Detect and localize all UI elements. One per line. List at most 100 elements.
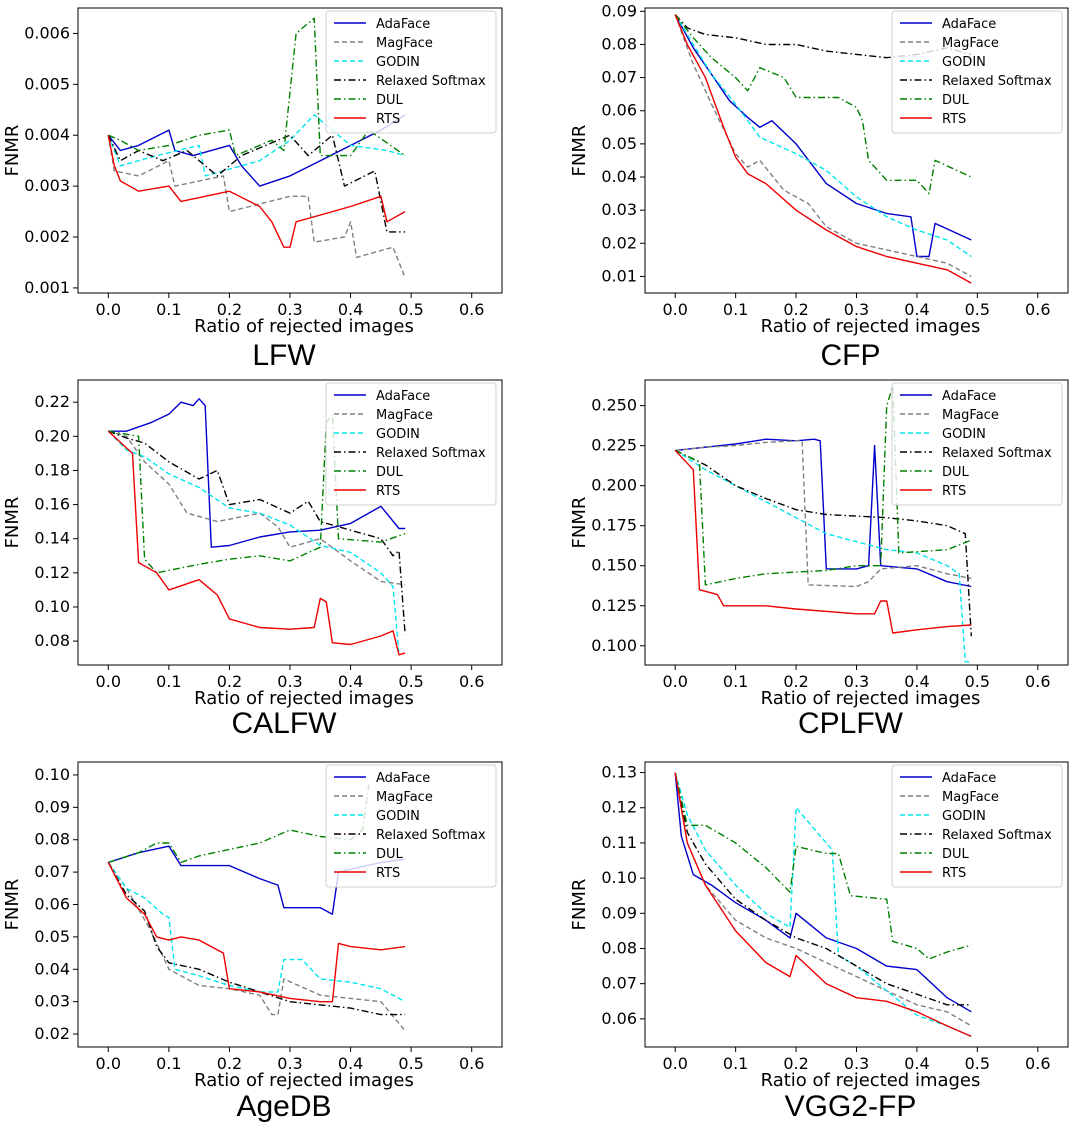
legend-label-magface: MagFace xyxy=(376,408,433,423)
legend-label-dul: DUL xyxy=(376,93,404,108)
x-tick-label: 0.0 xyxy=(662,672,687,691)
y-tick-label: 0.11 xyxy=(601,833,637,852)
y-tick-label: 0.09 xyxy=(601,1,637,20)
y-tick-label: 0.10 xyxy=(34,765,70,784)
y-tick-label: 0.150 xyxy=(591,556,637,575)
legend-label-godin: GODIN xyxy=(376,809,420,824)
x-tick-label: 0.3 xyxy=(844,672,869,691)
legend-label-adaface: AdaFace xyxy=(376,771,430,786)
series-line-godin xyxy=(107,430,400,655)
legend-label-magface: MagFace xyxy=(376,36,433,51)
series-line-adaface xyxy=(674,772,972,1013)
x-axis-label: Ratio of rejected images xyxy=(761,1070,981,1091)
x-axis-label: Ratio of rejected images xyxy=(194,1070,414,1091)
series-group xyxy=(674,772,972,1038)
legend-label-adaface: AdaFace xyxy=(376,389,430,404)
series-group xyxy=(107,398,406,656)
y-tick-label: 0.175 xyxy=(591,516,637,535)
y-tick-label: 0.07 xyxy=(601,974,637,993)
x-tick-label: 0.6 xyxy=(459,300,484,319)
y-tick-label: 0.004 xyxy=(24,125,70,144)
legend: AdaFace MagFace GODIN Relaxed Softmax DUL RTS xyxy=(891,10,1063,134)
series-line-rts xyxy=(674,449,972,634)
x-tick-label: 0.6 xyxy=(1025,1054,1050,1073)
x-tick-label: 0.0 xyxy=(96,672,121,691)
chart-cfp: 0.0 0.1 0.2 0.3 0.4 0.5 0.6 0.01 0.02 0.03 0.04 0.0… xyxy=(569,1,1069,372)
x-tick-label: 0.3 xyxy=(277,1054,302,1073)
series-line-magface xyxy=(674,772,972,1027)
x-tick-label: 0.0 xyxy=(96,1054,121,1073)
y-tick-label: 0.10 xyxy=(601,868,637,887)
legend-label-godin: GODIN xyxy=(376,427,420,442)
x-tick-label: 0.1 xyxy=(723,300,748,319)
series-line-adaface xyxy=(674,14,972,258)
legend-label-relaxed-softmax: Relaxed Softmax xyxy=(942,446,1052,461)
legend-box xyxy=(325,382,497,506)
legend-label-dul: DUL xyxy=(376,465,404,480)
y-tick-label: 0.22 xyxy=(34,392,70,411)
dataset-title: VGG2-FP xyxy=(785,1090,917,1123)
x-tick-label: 0.5 xyxy=(398,672,423,691)
y-tick-label: 0.12 xyxy=(601,798,637,817)
series-line-adaface xyxy=(675,438,972,588)
legend-box xyxy=(325,10,497,134)
legend-label-adaface: AdaFace xyxy=(942,771,996,786)
x-tick-label: 0.4 xyxy=(338,672,363,691)
x-tick-label: 0.5 xyxy=(965,1054,990,1073)
series-line-godin xyxy=(107,861,406,1003)
y-axis-label: FNMR xyxy=(2,125,23,177)
legend-label-rts: RTS xyxy=(942,112,966,127)
legend-label-relaxed-softmax: Relaxed Softmax xyxy=(376,74,486,89)
legend-label-godin: GODIN xyxy=(376,55,420,70)
series-line-relaxed-softmax xyxy=(107,862,406,1016)
series-line-godin xyxy=(674,449,972,663)
legend: AdaFace MagFace GODIN Relaxed Softmax DUL RTS xyxy=(891,764,1063,888)
dataset-title: CPLFW xyxy=(798,707,904,740)
legend-label-dul: DUL xyxy=(942,847,970,862)
y-tick-label: 0.100 xyxy=(591,636,637,655)
y-tick-label: 0.003 xyxy=(24,176,70,195)
y-tick-label: 0.13 xyxy=(601,763,637,782)
y-axis-label: FNMR xyxy=(569,497,590,549)
x-tick-label: 0.0 xyxy=(662,300,687,319)
legend-label-godin: GODIN xyxy=(942,427,986,442)
x-tick-label: 0.6 xyxy=(1025,672,1050,691)
chart-vgg2-fp: 0.0 0.1 0.2 0.3 0.4 0.5 0.6 0.06 0.07 0.08 0.09 0.1… xyxy=(569,761,1069,1123)
series-line-relaxed-softmax xyxy=(674,449,972,637)
x-axis-label: Ratio of rejected images xyxy=(761,316,981,337)
y-tick-label: 0.05 xyxy=(34,927,70,946)
x-tick-label: 0.5 xyxy=(398,1054,423,1073)
legend-label-relaxed-softmax: Relaxed Softmax xyxy=(942,74,1052,89)
x-axis-label: Ratio of rejected images xyxy=(194,688,414,709)
y-axis-label: FNMR xyxy=(2,879,23,931)
series-line-magface xyxy=(674,14,972,278)
x-axis-label: Ratio of rejected images xyxy=(194,316,414,337)
series-line-relaxed-softmax xyxy=(674,772,972,1006)
y-tick-label: 0.03 xyxy=(34,992,70,1011)
series-line-rts xyxy=(674,772,972,1038)
y-tick-label: 0.02 xyxy=(601,233,637,252)
legend-label-godin: GODIN xyxy=(942,809,986,824)
y-tick-label: 0.18 xyxy=(34,460,70,479)
legend-label-relaxed-softmax: Relaxed Softmax xyxy=(942,828,1052,843)
series-line-rts xyxy=(107,430,406,656)
x-tick-label: 0.1 xyxy=(723,1054,748,1073)
x-tick-label: 0.6 xyxy=(459,1054,484,1073)
series-line-dul xyxy=(108,17,406,157)
chart-agedb: 0.0 0.1 0.2 0.3 0.4 0.5 0.6 0.02 0.03 0.04 0.05 0.0… xyxy=(2,761,503,1123)
series-line-adaface xyxy=(108,398,406,548)
chart-lfw: 0.0 0.1 0.2 0.3 0.4 0.5 0.6 0.001 0.002 0.003 0.00… xyxy=(2,7,503,372)
x-tick-label: 0.2 xyxy=(783,300,808,319)
series-line-magface xyxy=(107,861,406,1032)
series-line-godin xyxy=(674,14,972,258)
legend: AdaFace MagFace GODIN Relaxed Softmax DUL RTS xyxy=(325,10,497,134)
x-tick-label: 0.5 xyxy=(965,300,990,319)
x-tick-label: 0.5 xyxy=(965,672,990,691)
x-tick-label: 0.1 xyxy=(156,672,181,691)
y-tick-label: 0.09 xyxy=(34,797,70,816)
legend-box xyxy=(325,764,497,888)
legend: AdaFace MagFace GODIN Relaxed Softmax DUL RTS xyxy=(325,382,497,506)
x-tick-label: 0.3 xyxy=(844,1054,869,1073)
y-tick-label: 0.06 xyxy=(601,101,637,120)
